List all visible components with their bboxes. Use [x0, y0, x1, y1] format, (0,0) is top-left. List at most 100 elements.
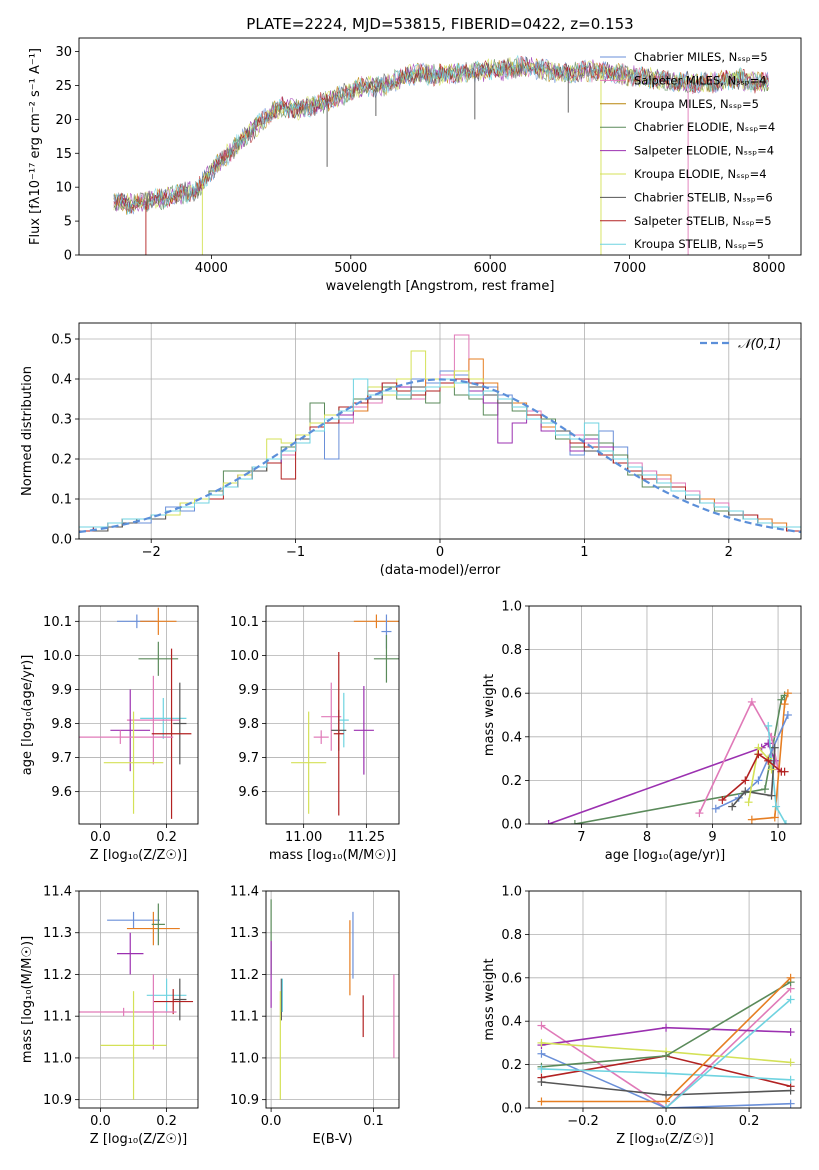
y-tick-label: 0.8	[501, 643, 522, 658]
x-tick-label: 5000	[334, 261, 367, 276]
axes-frame	[265, 890, 400, 1109]
x-tick-label: 11.25	[348, 830, 385, 845]
x-tick-label: 1	[580, 545, 588, 560]
y-tick-label: 9.8	[238, 717, 259, 732]
y-tick-label: 0.0	[501, 1102, 522, 1117]
x-axis-label: age [log₁₀(age/yr)]	[605, 848, 726, 863]
y-tick-label: 0.0	[51, 533, 72, 548]
legend-label: Chabrier MILES, Nₛₛₚ=5	[634, 50, 768, 64]
x-tick-label: −0.2	[567, 1114, 599, 1129]
y-tick-label: 10.0	[230, 649, 259, 664]
y-axis-label: mass [log₁₀(M/M☉)]	[20, 936, 35, 1063]
y-tick-label: 11.3	[43, 926, 72, 941]
y-tick-label: 11.4	[230, 885, 259, 900]
x-tick-label: 0.2	[156, 830, 177, 845]
legend: Chabrier MILES, Nₛₛₚ=5 Salpeter MILES, Nₛ…	[600, 50, 775, 251]
x-tick-label: −1	[286, 545, 305, 560]
legend-label: Salpeter STELIB, Nₛₛₚ=5	[634, 214, 772, 228]
axes-frame	[78, 605, 199, 825]
x-axis-label: Z [log₁₀(Z/Z☉)]	[616, 1132, 713, 1147]
y-tick-label: 0.1	[51, 493, 72, 508]
y-tick-label: 0.2	[501, 774, 522, 789]
y-tick-label: 11.3	[230, 926, 259, 941]
y-tick-label: 10.0	[43, 649, 72, 664]
y-tick-label: 0.4	[501, 730, 522, 745]
y-tick-label: 9.7	[51, 751, 72, 766]
y-tick-label: 9.8	[51, 717, 72, 732]
y-tick-label: 9.9	[51, 683, 72, 698]
y-tick-label: 11.4	[43, 885, 72, 900]
y-tick-label: 9.9	[238, 683, 259, 698]
y-tick-label: 10.9	[43, 1093, 72, 1108]
plot-area	[79, 903, 194, 1100]
y-tick-label: 0.2	[501, 1058, 522, 1073]
x-tick-label: 4000	[195, 261, 228, 276]
y-tick-label: 10.1	[43, 615, 72, 630]
y-axis-label: mass weight	[482, 674, 497, 756]
x-tick-label: 9	[708, 830, 716, 845]
series-line	[747, 745, 773, 803]
axes-frame	[78, 37, 802, 256]
x-tick-label: −2	[142, 545, 161, 560]
series-line	[731, 747, 776, 808]
plot-area	[113, 54, 769, 255]
legend-label: Kroupa STELIB, Nₛₛₚ=5	[634, 237, 764, 251]
legend-label: Salpeter ELODIE, Nₛₛₚ=4	[634, 144, 774, 158]
y-tick-label: 11.1	[43, 1010, 72, 1025]
legend-label: Chabrier STELIB, Nₛₛₚ=6	[634, 190, 773, 204]
y-tick-label: 0.5	[51, 333, 72, 348]
y-tick-label: 1.0	[501, 885, 522, 900]
x-tick-label: 0.2	[739, 1114, 760, 1129]
legend-label: Salpeter MILES, Nₛₛₚ=4	[634, 73, 767, 87]
x-tick-label: 0.0	[261, 1114, 282, 1129]
y-tick-label: 9.7	[238, 751, 259, 766]
x-axis-label: Z [log₁₀(Z/Z☉)]	[90, 1132, 187, 1147]
legend-label: Kroupa MILES, Nₛₛₚ=5	[634, 97, 759, 111]
y-tick-label: 9.6	[238, 785, 259, 800]
y-axis-label: age [log₁₀(age/yr)]	[20, 655, 35, 776]
y-tick-label: 0.6	[501, 971, 522, 986]
figure-title: PLATE=2224, MJD=53815, FIBERID=0422, z=0…	[246, 15, 633, 33]
y-tick-label: 11.0	[43, 1051, 72, 1066]
panel-spectrum: 4000 5000 6000 7000 8000 0 5 10 15 20 25 30 waveleng…	[28, 37, 802, 294]
axes-frame	[528, 890, 802, 1109]
x-axis-label: mass [log₁₀(M/M☉)]	[269, 848, 396, 863]
axes-frame	[78, 322, 802, 540]
y-tick-label: 10.9	[230, 1093, 259, 1108]
y-tick-label: 11.1	[230, 1010, 259, 1025]
y-axis-label: Flux [fλ10⁻¹⁷ erg cm⁻² s⁻¹ A⁻¹]	[28, 48, 43, 245]
x-axis-label: E(B-V)	[312, 1132, 352, 1147]
y-tick-label: 20	[55, 113, 72, 128]
y-tick-label: 11.2	[43, 968, 72, 983]
y-tick-label: 1.0	[501, 600, 522, 615]
y-tick-label: 11.2	[230, 968, 259, 983]
x-tick-label: 0.0	[90, 830, 111, 845]
y-tick-label: 25	[55, 79, 72, 94]
x-tick-label: 8	[643, 830, 651, 845]
y-tick-label: 0.0	[501, 818, 522, 833]
x-tick-label: 0.0	[90, 1114, 111, 1129]
series-line	[541, 988, 792, 1108]
legend-label: Chabrier ELODIE, Nₛₛₚ=4	[634, 120, 775, 134]
y-tick-label: 0.3	[51, 413, 72, 428]
y-tick-label: 0.6	[501, 687, 522, 702]
series-line	[541, 1053, 791, 1108]
x-tick-label: 6000	[474, 261, 507, 276]
y-axis-label: mass weight	[482, 958, 497, 1040]
plot-area	[537, 973, 795, 1108]
plot-area	[79, 607, 192, 819]
x-tick-label: 0.2	[156, 1114, 177, 1129]
x-axis-label: Z [log₁₀(Z/Z☉)]	[90, 848, 187, 863]
plot-area	[270, 899, 395, 1100]
panel-massweight_vs_age: 7 8 9 10 0.0 0.2 0.4 0.6 0.8 1.0 age [log₁₀(age/yr…	[482, 600, 802, 863]
axes-frame	[78, 890, 199, 1109]
x-tick-label: 2	[725, 545, 733, 560]
x-tick-label: 11.00	[285, 830, 322, 845]
x-tick-label: 7	[577, 830, 585, 845]
x-axis-label: (data-model)/error	[380, 563, 501, 578]
y-tick-label: 15	[55, 147, 72, 162]
x-tick-label: 8000	[752, 261, 785, 276]
axes-frame	[528, 605, 802, 825]
y-tick-label: 0.2	[51, 453, 72, 468]
series-line	[665, 998, 792, 1108]
